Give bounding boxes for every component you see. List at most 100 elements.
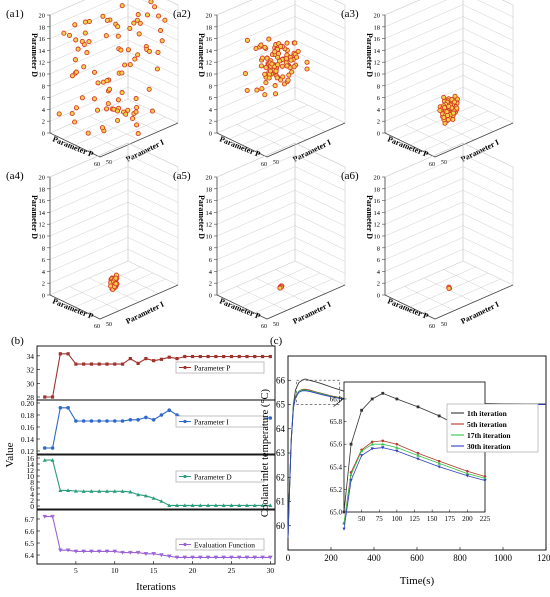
legend-label: Evaluation Function — [194, 541, 255, 550]
data-point — [56, 111, 62, 117]
data-point — [81, 489, 86, 493]
data-point — [95, 80, 101, 86]
data-point — [229, 555, 234, 560]
inset-data-point — [483, 479, 487, 483]
data-point — [174, 555, 180, 560]
data-point — [128, 357, 132, 361]
data-point — [242, 71, 248, 77]
data-point — [69, 110, 75, 117]
data-point — [86, 39, 92, 45]
z-tick-label: 18 — [374, 186, 381, 193]
z-tick-label: 16 — [374, 36, 381, 43]
data-point — [118, 47, 124, 53]
z-tick-label: 16 — [39, 198, 46, 205]
p-axis-title: Parameter P — [51, 296, 94, 321]
inset-x-tick-label: 150 — [427, 515, 438, 523]
z-axis-title: Parameter D — [30, 195, 39, 239]
z-tick-label: 2 — [42, 119, 45, 126]
data-point — [73, 69, 79, 75]
data-point — [128, 489, 133, 494]
z-tick-label: 0 — [209, 131, 212, 138]
z-tick-label: 12 — [206, 60, 213, 67]
z-tick-label: 2 — [209, 119, 212, 126]
data-point — [437, 107, 443, 114]
z-tick-label: 20 — [39, 13, 46, 20]
grid-line — [384, 4, 514, 39]
z-tick-label: 12 — [39, 60, 46, 67]
inset-data-point — [381, 391, 385, 395]
data-point — [72, 57, 78, 63]
data-point — [266, 36, 272, 42]
data-point — [120, 550, 125, 555]
inset-data-point — [370, 397, 374, 401]
inset-data-point — [395, 442, 399, 446]
grid-line — [49, 39, 179, 75]
data-point — [135, 131, 141, 137]
inset-data-point — [466, 470, 469, 473]
y-tick-label: 4 — [30, 490, 34, 499]
z-tick-label: 0 — [42, 293, 45, 300]
inset-y-tick-label: 65.6 — [330, 441, 343, 449]
i-axis-title: Parameter I — [124, 138, 165, 164]
data-point — [237, 354, 241, 359]
data-point — [252, 555, 258, 560]
data-point — [446, 285, 452, 291]
inset-data-point — [360, 454, 364, 458]
data-point — [254, 87, 260, 93]
inset-data-point — [381, 446, 385, 450]
grid-line — [216, 248, 346, 284]
z-tick-label: 14 — [39, 210, 46, 217]
z-tick-label: 4 — [377, 107, 381, 114]
i-axis-title: Parameter I — [124, 300, 165, 326]
data-point — [272, 83, 278, 89]
data-point — [151, 418, 156, 422]
data-point — [57, 548, 63, 553]
floor-axis — [216, 122, 346, 158]
i-tick-label: 50 — [273, 322, 279, 328]
z-tick-label: 2 — [377, 119, 380, 126]
data-point — [97, 419, 102, 423]
data-point — [221, 555, 227, 560]
inset-data-point — [483, 475, 487, 478]
data-point — [266, 75, 272, 81]
grid-line — [216, 189, 346, 225]
data-point — [260, 503, 265, 507]
data-point — [198, 354, 202, 359]
data-point — [452, 93, 458, 99]
data-point — [104, 17, 110, 23]
z-tick-label: 18 — [39, 186, 46, 193]
data-point — [259, 55, 265, 61]
z-tick-label: 14 — [206, 48, 213, 55]
floor-axis — [216, 284, 346, 320]
data-point — [113, 275, 119, 281]
grid-line — [384, 213, 514, 249]
x-tick-label: 10 — [111, 566, 119, 575]
inset-data-point — [465, 471, 469, 475]
z-tick-label: 10 — [206, 72, 213, 79]
data-point — [144, 357, 148, 361]
data-point — [146, 48, 152, 54]
data-point — [267, 555, 273, 560]
data-point — [275, 51, 282, 57]
y-tick-label: 32 — [27, 366, 35, 375]
grid-line — [384, 27, 514, 63]
grid-line — [384, 248, 514, 284]
legend-label: 5th iteration — [467, 420, 508, 429]
data-point — [268, 416, 273, 420]
legend-marker — [183, 474, 187, 479]
inset-x-tick-label: 225 — [480, 515, 491, 523]
z-tick-label: 2 — [42, 281, 45, 288]
data-point — [197, 555, 203, 560]
z-tick-label: 18 — [206, 24, 213, 31]
legend-box — [175, 415, 265, 428]
data-point — [190, 354, 195, 359]
data-point — [149, 108, 155, 114]
data-point — [58, 352, 62, 356]
z-tick-label: 20 — [206, 175, 213, 182]
data-point — [222, 354, 226, 359]
x-tick-label: 0 — [286, 553, 291, 563]
data-point — [120, 489, 125, 493]
grid-line — [49, 0, 179, 16]
data-point — [112, 419, 117, 423]
y-tick-label: 28 — [27, 393, 35, 402]
